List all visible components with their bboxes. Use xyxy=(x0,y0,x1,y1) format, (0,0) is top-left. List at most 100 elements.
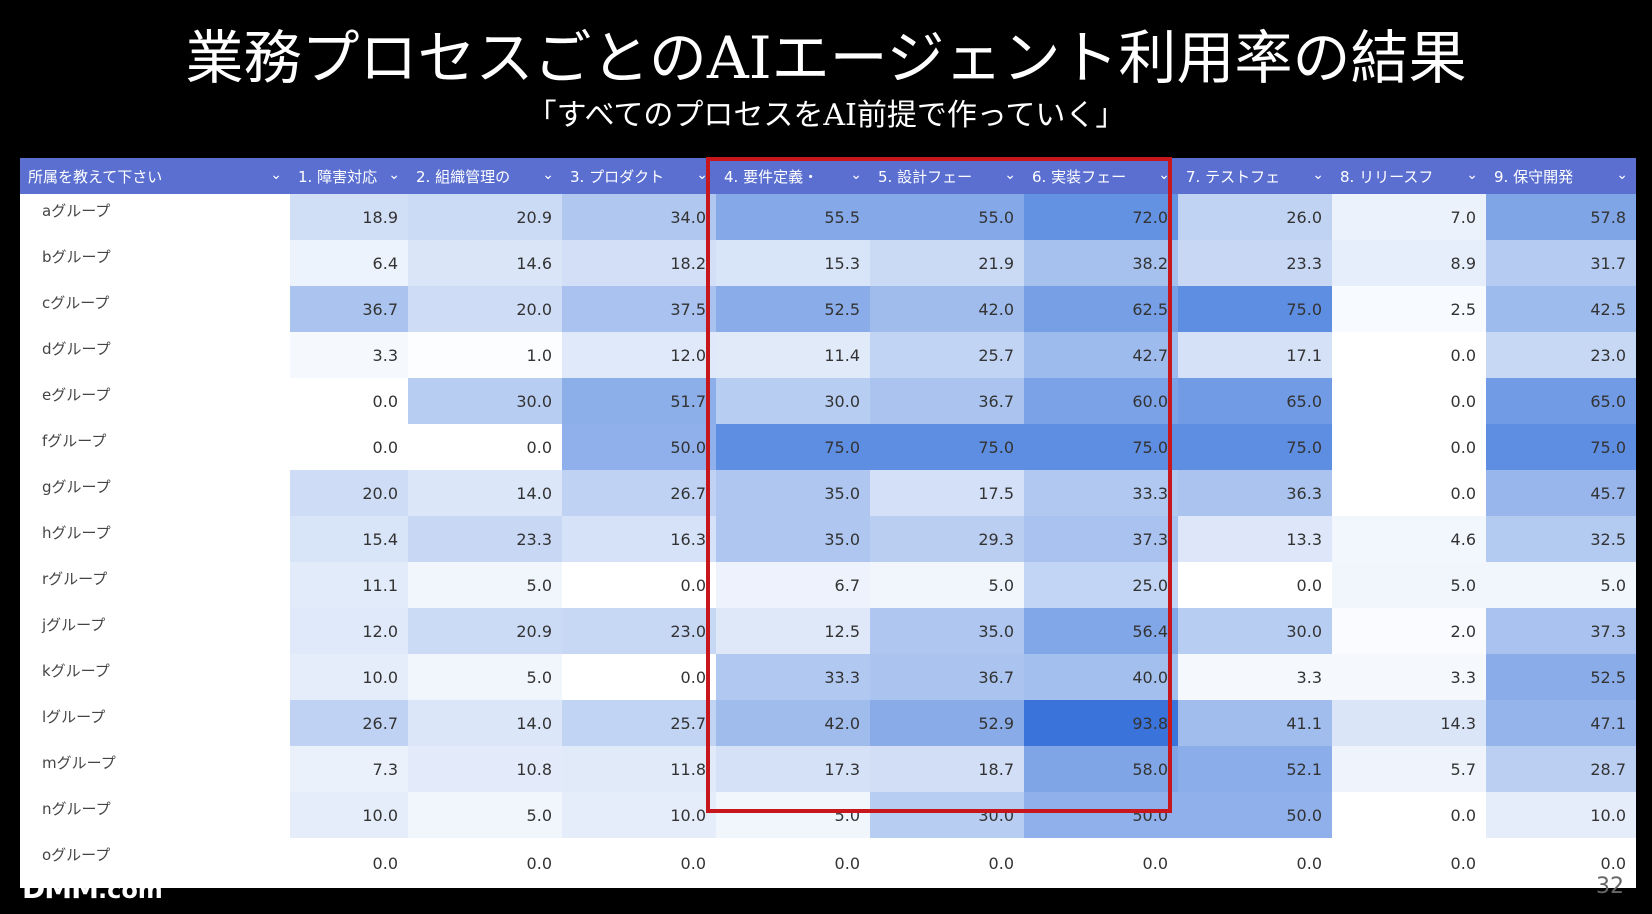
heatmap-cell: 40.0 xyxy=(1024,654,1178,700)
heatmap-cell: 5.0 xyxy=(716,792,870,838)
heatmap-cell: 58.0 xyxy=(1024,746,1178,792)
table-row: nグループ 10.0 5.0 10.0 5.0 30.0 50.0 50.0 0.0 10.0 xyxy=(20,792,1636,838)
heatmap-cell: 15.4 xyxy=(290,516,408,562)
column-header-3[interactable]: 3. プロダクト ⌄ xyxy=(562,158,716,194)
chevron-down-icon[interactable]: ⌄ xyxy=(1312,167,1324,183)
heatmap-cell: 26.7 xyxy=(562,470,716,516)
heatmap-cell: 0.0 xyxy=(1332,838,1486,888)
heatmap-cell: 2.0 xyxy=(1332,608,1486,654)
heatmap-cell: 30.0 xyxy=(408,378,562,424)
heatmap-cell: 14.0 xyxy=(408,700,562,746)
heatmap-cell: 11.8 xyxy=(562,746,716,792)
chevron-down-icon[interactable]: ⌄ xyxy=(1466,167,1478,183)
heatmap-cell: 0.0 xyxy=(408,838,562,888)
table-row: lグループ 26.7 14.0 25.7 42.0 52.9 93.8 41.1 14.3 47.… xyxy=(20,700,1636,746)
heatmap-cell: 57.8 xyxy=(1486,194,1636,240)
column-header-label: 5. 設計フェー xyxy=(878,167,973,186)
heatmap-cell: 37.5 xyxy=(562,286,716,332)
heatmap-cell: 41.1 xyxy=(1178,700,1332,746)
heatmap-cell: 23.3 xyxy=(408,516,562,562)
column-header-1[interactable]: 1. 障害対応・ ⌄ xyxy=(290,158,408,194)
heatmap-cell: 50.0 xyxy=(562,424,716,470)
heatmap-cell: 10.8 xyxy=(408,746,562,792)
heatmap-cell: 75.0 xyxy=(1178,424,1332,470)
heatmap-cell: 37.3 xyxy=(1486,608,1636,654)
heatmap-cell: 42.7 xyxy=(1024,332,1178,378)
heatmap-cell: 35.0 xyxy=(716,516,870,562)
heatmap-cell: 36.3 xyxy=(1178,470,1332,516)
heatmap-cell: 3.3 xyxy=(1332,654,1486,700)
heatmap-cell: 5.7 xyxy=(1332,746,1486,792)
heatmap-cell: 26.7 xyxy=(290,700,408,746)
heatmap-cell: 5.0 xyxy=(408,792,562,838)
chevron-down-icon[interactable]: ⌄ xyxy=(850,167,862,183)
heatmap-cell: 20.9 xyxy=(408,194,562,240)
row-group-label: jグループ xyxy=(20,608,290,654)
heatmap-cell: 50.0 xyxy=(1024,792,1178,838)
heatmap-cell: 42.5 xyxy=(1486,286,1636,332)
heatmap-cell: 20.9 xyxy=(408,608,562,654)
row-group-label: fグループ xyxy=(20,424,290,470)
row-group-label: lグループ xyxy=(20,700,290,746)
heatmap-cell: 0.0 xyxy=(1332,332,1486,378)
heatmap-cell: 0.0 xyxy=(562,838,716,888)
heatmap-cell: 52.5 xyxy=(1486,654,1636,700)
chevron-down-icon[interactable]: ⌄ xyxy=(696,167,708,183)
chevron-down-icon[interactable]: ⌄ xyxy=(1004,167,1016,183)
column-header-9[interactable]: 9. 保守開発 ⌄ xyxy=(1486,158,1636,194)
heatmap-cell: 0.0 xyxy=(1332,470,1486,516)
heatmap-cell: 4.6 xyxy=(1332,516,1486,562)
heatmap-cell: 6.4 xyxy=(290,240,408,286)
heatmap-cell: 47.1 xyxy=(1486,700,1636,746)
column-header-5[interactable]: 5. 設計フェー ⌄ xyxy=(870,158,1024,194)
heatmap-cell: 0.0 xyxy=(1178,562,1332,608)
heatmap-cell: 3.3 xyxy=(1178,654,1332,700)
chevron-down-icon[interactable]: ⌄ xyxy=(1616,167,1628,183)
table-row: rグループ 11.1 5.0 0.0 6.7 5.0 25.0 0.0 5.0 5.0 xyxy=(20,562,1636,608)
heatmap-cell: 0.0 xyxy=(408,424,562,470)
heatmap-cell: 1.0 xyxy=(408,332,562,378)
chevron-down-icon[interactable]: ⌄ xyxy=(1158,167,1170,183)
heatmap-cell: 29.3 xyxy=(870,516,1024,562)
heatmap-cell: 45.7 xyxy=(1486,470,1636,516)
heatmap-cell: 0.0 xyxy=(562,562,716,608)
heatmap-cell: 36.7 xyxy=(290,286,408,332)
column-header-8[interactable]: 8. リリースフ ⌄ xyxy=(1332,158,1486,194)
column-header-group[interactable]: 所属を教えて下さい ⌄ xyxy=(20,158,290,194)
column-header-label: 2. 組織管理の xyxy=(416,167,511,186)
heatmap-cell: 0.0 xyxy=(1332,378,1486,424)
chevron-down-icon[interactable]: ⌄ xyxy=(270,167,282,183)
row-group-label: dグループ xyxy=(20,332,290,378)
slide-subtitle: 「すべてのプロセスをAI前提で作っていく」 xyxy=(526,98,1126,133)
heatmap-cell: 25.7 xyxy=(562,700,716,746)
chevron-down-icon[interactable]: ⌄ xyxy=(542,167,554,183)
heatmap-cell: 5.0 xyxy=(1332,562,1486,608)
heatmap-cell: 20.0 xyxy=(290,470,408,516)
table-row: kグループ 10.0 5.0 0.0 33.3 36.7 40.0 3.3 3.3 52.5 xyxy=(20,654,1636,700)
heatmap-cell: 75.0 xyxy=(1178,286,1332,332)
heatmap-cell: 14.3 xyxy=(1332,700,1486,746)
heatmap-cell: 10.0 xyxy=(562,792,716,838)
heatmap-cell: 18.7 xyxy=(870,746,1024,792)
heatmap-cell: 23.0 xyxy=(562,608,716,654)
heatmap-cell: 18.2 xyxy=(562,240,716,286)
column-header-6[interactable]: 6. 実装フェー ⌄ xyxy=(1024,158,1178,194)
heatmap-cell: 56.4 xyxy=(1024,608,1178,654)
logo-suffix: .com xyxy=(97,876,163,904)
heatmap-cell: 0.0 xyxy=(1178,838,1332,888)
table-row: dグループ 3.3 1.0 12.0 11.4 25.7 42.7 17.1 0.0 23.0 xyxy=(20,332,1636,378)
heatmap-cell: 7.0 xyxy=(1332,194,1486,240)
column-header-7[interactable]: 7. テストフェ ⌄ xyxy=(1178,158,1332,194)
table-row: fグループ 0.0 0.0 50.0 75.0 75.0 75.0 75.0 0.0 75.0 xyxy=(20,424,1636,470)
row-group-label: kグループ xyxy=(20,654,290,700)
heatmap-cell: 30.0 xyxy=(716,378,870,424)
chevron-down-icon[interactable]: ⌄ xyxy=(388,167,400,183)
column-header-4[interactable]: 4. 要件定義・ ⌄ xyxy=(716,158,870,194)
heatmap-cell: 36.7 xyxy=(870,654,1024,700)
heatmap-cell: 28.7 xyxy=(1486,746,1636,792)
heatmap-cell: 7.3 xyxy=(290,746,408,792)
column-header-2[interactable]: 2. 組織管理の ⌄ xyxy=(408,158,562,194)
heatmap-cell: 75.0 xyxy=(870,424,1024,470)
heatmap-cell: 23.0 xyxy=(1486,332,1636,378)
heatmap-cell: 6.7 xyxy=(716,562,870,608)
